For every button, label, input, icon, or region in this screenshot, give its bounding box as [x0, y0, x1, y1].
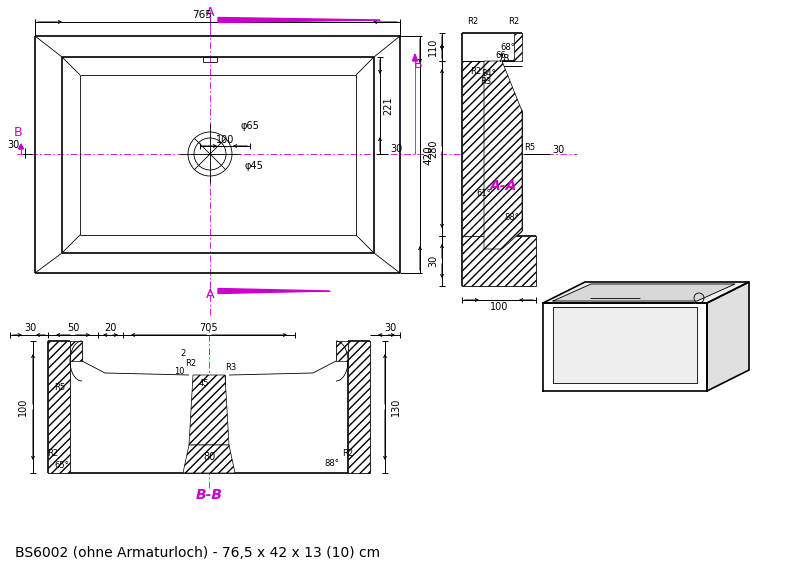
Text: R2: R2 — [470, 66, 482, 76]
Text: 68°: 68° — [501, 44, 515, 52]
Text: A: A — [206, 5, 214, 19]
Text: 30: 30 — [7, 140, 19, 150]
Text: R3: R3 — [480, 77, 492, 85]
Polygon shape — [218, 17, 380, 23]
Text: B: B — [14, 125, 22, 138]
Text: B: B — [414, 58, 422, 70]
Text: 30: 30 — [24, 323, 36, 333]
Text: 30: 30 — [552, 145, 564, 155]
Text: 88°: 88° — [505, 213, 519, 223]
Text: 84°: 84° — [482, 69, 496, 77]
Text: R2: R2 — [186, 358, 197, 368]
Polygon shape — [484, 61, 522, 249]
Text: 45: 45 — [198, 378, 210, 388]
Polygon shape — [413, 54, 418, 61]
Text: 280: 280 — [428, 140, 438, 158]
Text: B-B: B-B — [195, 488, 222, 502]
Polygon shape — [70, 341, 82, 361]
Text: 10: 10 — [174, 367, 184, 375]
Text: 66: 66 — [496, 51, 506, 59]
Text: 80: 80 — [203, 452, 215, 462]
Text: 110: 110 — [428, 38, 438, 56]
Text: 130: 130 — [391, 398, 401, 416]
Text: 20: 20 — [104, 323, 116, 333]
Text: 2: 2 — [180, 349, 186, 357]
Text: 221: 221 — [383, 96, 393, 115]
Text: 100: 100 — [490, 302, 508, 312]
Polygon shape — [462, 61, 484, 236]
Text: φ45: φ45 — [245, 161, 263, 171]
Text: 30: 30 — [384, 323, 396, 333]
Text: R2: R2 — [509, 17, 519, 27]
Polygon shape — [189, 375, 229, 445]
Text: 65°: 65° — [54, 461, 70, 469]
Polygon shape — [218, 289, 330, 293]
Text: R5: R5 — [54, 382, 66, 392]
Text: 100: 100 — [18, 398, 28, 416]
Text: φ65: φ65 — [241, 121, 259, 131]
Text: R2: R2 — [47, 449, 58, 457]
Text: BS6002 (ohne Armaturloch) - 76,5 x 42 x 13 (10) cm: BS6002 (ohne Armaturloch) - 76,5 x 42 x … — [15, 546, 380, 560]
Polygon shape — [18, 144, 23, 149]
Text: 50: 50 — [67, 323, 79, 333]
Polygon shape — [48, 341, 70, 473]
Text: 765: 765 — [192, 10, 212, 20]
Text: 30: 30 — [428, 255, 438, 267]
Text: 705: 705 — [200, 323, 218, 333]
Polygon shape — [462, 33, 522, 61]
Text: 30: 30 — [390, 144, 402, 154]
Text: A-A: A-A — [490, 179, 518, 193]
Polygon shape — [462, 236, 536, 286]
Polygon shape — [183, 445, 235, 473]
Polygon shape — [543, 303, 707, 391]
Polygon shape — [553, 284, 735, 301]
Polygon shape — [543, 282, 749, 303]
Polygon shape — [348, 341, 370, 473]
Text: 420: 420 — [423, 145, 433, 165]
Text: R2: R2 — [467, 17, 478, 27]
Text: 100: 100 — [216, 135, 234, 145]
Text: A: A — [206, 289, 214, 302]
Text: 78: 78 — [497, 54, 509, 64]
Text: 61°: 61° — [477, 189, 491, 199]
Polygon shape — [336, 341, 348, 361]
Polygon shape — [707, 282, 749, 391]
Polygon shape — [553, 307, 697, 383]
Text: R5: R5 — [525, 144, 535, 152]
Text: 88°: 88° — [325, 458, 339, 468]
Text: R3: R3 — [226, 363, 237, 371]
Text: R2: R2 — [342, 449, 354, 457]
